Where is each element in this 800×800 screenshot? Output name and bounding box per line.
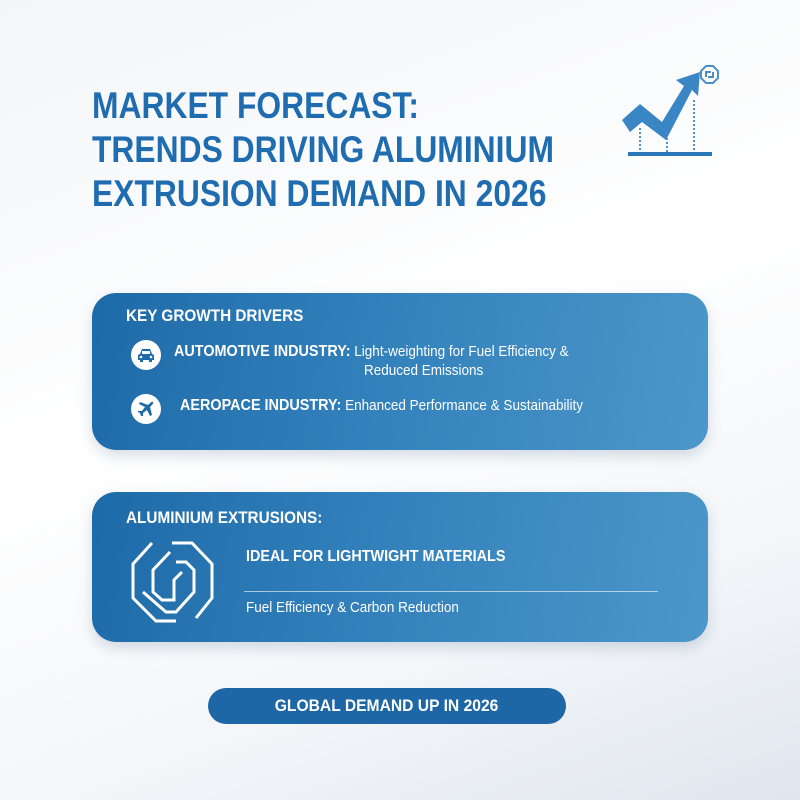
extrusions-detail: Fuel Efficiency & Carbon Reduction bbox=[246, 599, 459, 616]
driver-text-continued: Reduced Emissions bbox=[364, 362, 484, 379]
driver-label: AEROPACE INDUSTRY: bbox=[180, 397, 342, 414]
driver-aerospace: AEROPACE INDUSTRY: Enhanced Performance … bbox=[180, 397, 583, 415]
extrusion-logo-small-icon bbox=[700, 65, 719, 84]
title-line-1: MARKET FORECAST: bbox=[92, 85, 420, 126]
car-icon bbox=[131, 340, 161, 370]
driver-text: Enhanced Performance & Sustainability bbox=[345, 397, 583, 414]
drivers-heading: KEY GROWTH DRIVERS bbox=[126, 306, 304, 325]
driver-automotive: AUTOMOTIVE INDUSTRY: Light-weighting for… bbox=[174, 343, 569, 361]
title-line-2: TRENDS DRIVING ALUMINIUM bbox=[92, 129, 554, 170]
title-line-3: EXTRUSION DEMAND IN 2026 bbox=[92, 173, 547, 214]
driver-text: Light-weighting for Fuel Efficiency & bbox=[354, 343, 569, 360]
page-title: MARKET FORECAST: TRENDS DRIVING ALUMINIU… bbox=[92, 84, 554, 216]
key-growth-drivers-card: KEY GROWTH DRIVERS AUTOMOTIVE INDUSTRY: … bbox=[92, 293, 708, 450]
extrusions-subheading: IDEAL FOR LIGHTWIGHT MATERIALS bbox=[246, 548, 506, 565]
airplane-icon bbox=[131, 394, 161, 424]
extrusion-profile-icon bbox=[131, 541, 214, 623]
driver-label: AUTOMOTIVE INDUSTRY: bbox=[174, 343, 351, 360]
extrusions-heading: ALUMINIUM EXTRUSIONS: bbox=[126, 508, 323, 527]
global-demand-badge: GLOBAL DEMAND UP IN 2026 bbox=[208, 688, 566, 724]
trend-up-chart-icon bbox=[622, 65, 719, 156]
divider bbox=[244, 591, 658, 592]
badge-text: GLOBAL DEMAND UP IN 2026 bbox=[275, 696, 499, 715]
aluminium-extrusions-card: ALUMINIUM EXTRUSIONS: IDEAL FOR LIGHTWIG… bbox=[92, 492, 708, 642]
